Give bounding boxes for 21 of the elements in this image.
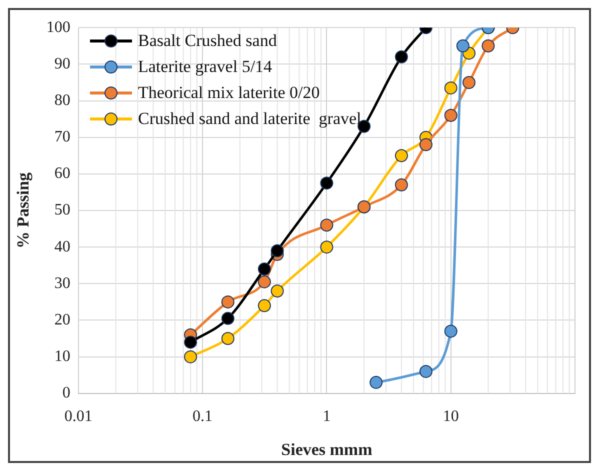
y-axis-title: % Passing — [14, 172, 33, 249]
x-tick-label: 10 — [442, 408, 459, 426]
y-tick-label: 100 — [46, 18, 70, 36]
y-tick-label: 80 — [54, 92, 70, 109]
y-tick-label: 40 — [54, 238, 70, 256]
y-tick-label: 20 — [54, 311, 70, 328]
legend-label: Basalt Crushed sand — [138, 30, 277, 52]
y-tick-label: 30 — [54, 274, 70, 292]
y-tick-label: 90 — [54, 55, 70, 72]
x-axis-title: Sieves mmm — [281, 440, 372, 460]
legend-label: Theorical mix laterite 0/20 — [138, 82, 320, 104]
y-tick-label: 70 — [54, 128, 70, 146]
legend-label: Crushed sand and laterite gravel — [138, 108, 362, 130]
y-tick-label: 0 — [62, 384, 70, 402]
y-tick-label: 50 — [54, 202, 70, 219]
x-tick-label: 0.1 — [192, 408, 213, 426]
legend-label: Laterite gravel 5/14 — [138, 56, 272, 78]
y-tick-label: 10 — [54, 348, 70, 366]
y-tick-label: 60 — [54, 165, 70, 182]
x-tick-label: 0.01 — [64, 408, 92, 426]
x-tick-label: 1 — [322, 408, 331, 426]
